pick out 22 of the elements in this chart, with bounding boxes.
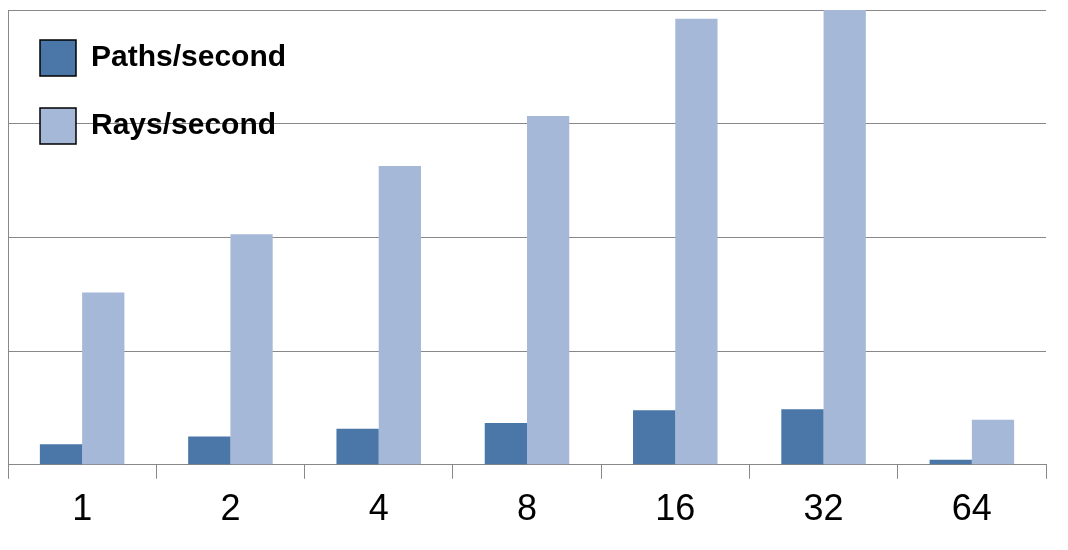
legend-label: Paths/second (91, 39, 287, 73)
bar (527, 115, 570, 465)
bar (484, 422, 527, 465)
bar (188, 436, 231, 465)
x-tick-label: 8 (516, 487, 538, 529)
x-tick-label: 16 (655, 487, 696, 529)
bar (378, 166, 421, 465)
bar (82, 292, 125, 465)
bar (633, 410, 676, 465)
bar (971, 419, 1015, 465)
x-tick-label: 32 (803, 487, 844, 529)
bar (230, 234, 273, 465)
bar (823, 10, 866, 465)
bar (336, 428, 379, 465)
x-tick-label: 64 (951, 487, 992, 529)
x-tick-label: 4 (368, 487, 389, 529)
legend-label: Rays/second (91, 107, 277, 141)
bar (675, 18, 718, 465)
x-tick-label: 1 (72, 487, 93, 529)
bar (781, 409, 824, 465)
bar (39, 444, 83, 465)
x-tick-label: 2 (220, 487, 241, 529)
